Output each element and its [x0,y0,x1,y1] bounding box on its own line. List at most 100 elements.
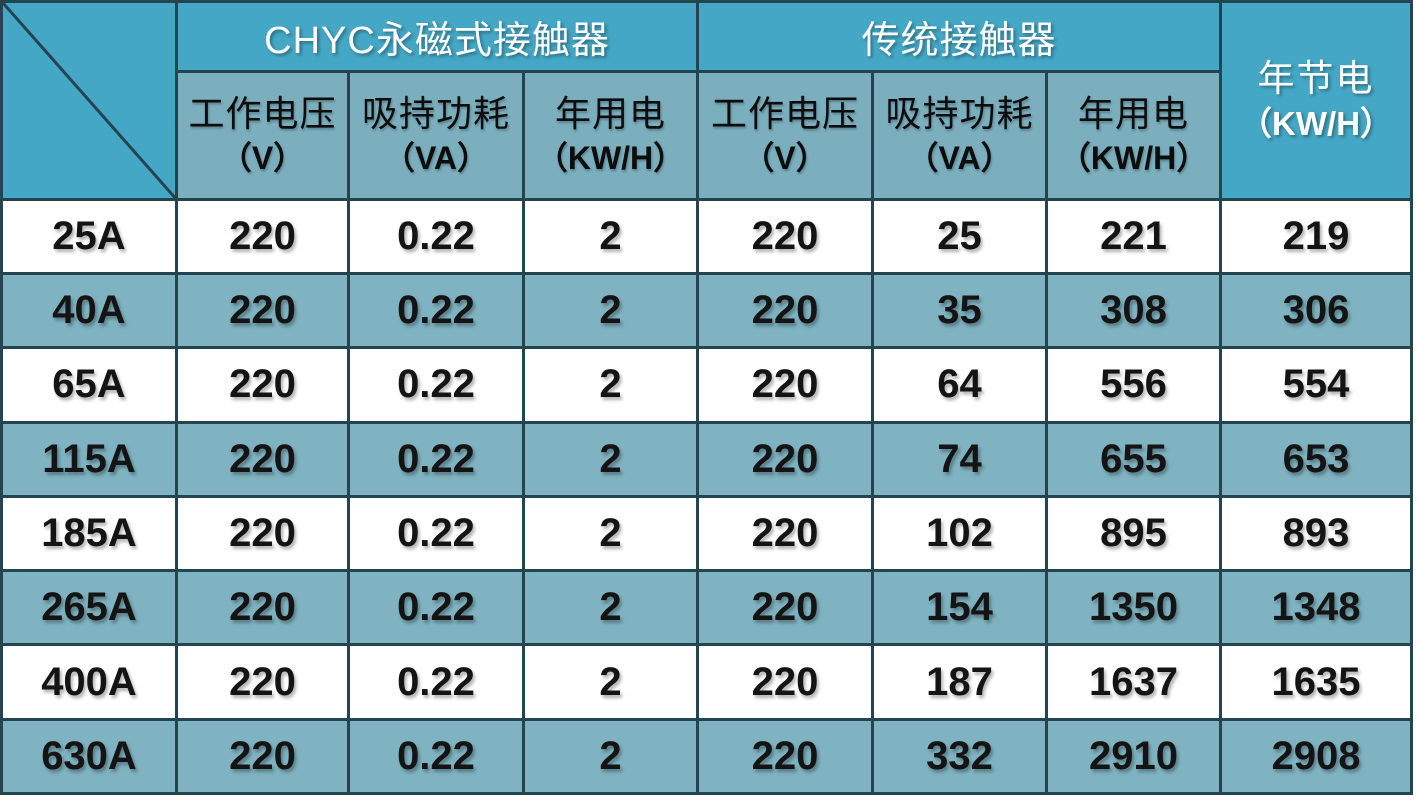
group-header-row: CHYC永磁式接触器 传统接触器 年节电 （KW/H） [0,0,1414,201]
table-cell: 653 [1219,420,1414,498]
subheader-chyc-holding-power: 吸持功耗 （VA） [347,70,525,201]
subheader-trad-holding-power: 吸持功耗 （VA） [871,70,1049,201]
table-row: 115A 220 0.22 2 220 74 655 653 [0,420,1414,498]
corner-cell [0,0,178,201]
table-cell: 1350 [1045,569,1223,647]
table-cell: 0.22 [347,643,525,721]
table-cell: 25 [871,197,1049,276]
table-cell: 102 [871,494,1049,573]
subheader-trad-annual-use: 年用电 （KW/H） [1045,70,1223,201]
table-cell: 2 [521,197,700,276]
table-cell: 74 [871,420,1049,498]
group-header-traditional: 传统接触器 [696,0,1223,74]
row-label: 400A [0,643,178,721]
table-cell: 2 [521,717,700,796]
table-cell: 1635 [1219,643,1414,721]
table-row: 65A 220 0.22 2 220 64 556 554 [0,346,1414,424]
group-header-chyc: CHYC永磁式接触器 [174,0,700,74]
row-label: 630A [0,717,178,796]
table-cell: 220 [175,643,350,721]
table-cell: 2 [521,346,700,424]
table-cell: 0.22 [347,717,525,796]
table-cell: 64 [871,346,1049,424]
table-cell: 2 [521,569,700,647]
subheader-label: 工作电压 [188,93,337,135]
table-cell: 220 [175,569,350,647]
subheader-label: 吸持功耗 [885,93,1034,135]
table-cell: 220 [696,346,875,424]
subheader-unit: （VA） [906,140,1013,177]
subheader-unit: （VA） [382,140,490,177]
subheader-chyc-annual-use: 年用电 （KW/H） [521,70,700,201]
table-cell: 0.22 [347,272,525,350]
table-cell: 2910 [1045,717,1223,796]
table-cell: 0.22 [347,420,525,498]
table-row: 400A 220 0.22 2 220 187 1637 1635 [0,643,1414,721]
table-cell: 0.22 [347,569,525,647]
table-cell: 1637 [1045,643,1223,721]
table-cell: 554 [1219,346,1414,424]
savings-header-line1: 年节电 [1257,57,1375,99]
subheader-unit: （V） [742,140,828,177]
table-cell: 35 [871,272,1049,350]
table-cell: 220 [696,420,875,498]
row-label: 115A [0,420,178,498]
table-cell: 220 [175,717,350,796]
row-label: 40A [0,272,178,350]
table-cell: 655 [1045,420,1223,498]
savings-header-line2: （KW/H） [1239,104,1394,142]
table-cell: 220 [175,197,350,276]
table-cell: 2 [521,494,700,573]
table-cell: 308 [1045,272,1223,350]
savings-column-header: 年节电 （KW/H） [1219,0,1414,201]
table-cell: 220 [175,420,350,498]
row-label: 65A [0,346,178,424]
table-cell: 187 [871,643,1049,721]
row-label: 185A [0,494,178,573]
table-cell: 306 [1219,272,1414,350]
row-label: 25A [0,197,178,276]
table-cell: 219 [1219,197,1414,276]
table-cell: 220 [696,494,875,573]
table-cell: 0.22 [347,197,525,276]
table-cell: 1348 [1219,569,1414,647]
table-cell: 221 [1045,197,1223,276]
subheader-unit: （KW/H） [535,140,686,177]
subheader-label: 工作电压 [711,93,860,135]
table-row: 265A 220 0.22 2 220 154 1350 1348 [0,569,1414,647]
subheader-chyc-voltage: 工作电压 （V） [175,70,350,201]
table-cell: 0.22 [347,346,525,424]
table-cell: 220 [696,643,875,721]
table-cell: 2 [521,420,700,498]
table-row: 25A 220 0.22 2 220 25 221 219 [0,197,1414,276]
row-label: 265A [0,569,178,647]
diagonal-divider [3,3,175,198]
table-cell: 154 [871,569,1049,647]
subheader-label: 年用电 [555,93,667,135]
subheader-unit: （KW/H） [1058,140,1209,177]
table-cell: 893 [1219,494,1414,573]
table-cell: 220 [696,272,875,350]
table-cell: 220 [175,494,350,573]
sub-header-row: 工作电压 （V） 吸持功耗 （VA） 年用电 （KW/H） 工作电压 （V） 吸… [2,70,1412,201]
table-cell: 2908 [1219,717,1414,796]
table-cell: 220 [175,272,350,350]
table-row: 40A 220 0.22 2 220 35 308 306 [0,272,1414,350]
subheader-label: 年用电 [1078,93,1190,135]
subheader-unit: （V） [219,140,306,177]
table-cell: 2 [521,643,700,721]
table-cell: 895 [1045,494,1223,573]
subheader-trad-voltage: 工作电压 （V） [696,70,875,201]
subheader-label: 吸持功耗 [361,93,510,135]
table-cell: 220 [696,717,875,796]
table-cell: 0.22 [347,494,525,573]
table-cell: 220 [175,346,350,424]
table-cell: 332 [871,717,1049,796]
table-cell: 220 [696,197,875,276]
table-cell: 2 [521,272,700,350]
table-cell: 556 [1045,346,1223,424]
table-row: 185A 220 0.22 2 220 102 895 893 [0,494,1414,573]
table-cell: 220 [696,569,875,647]
